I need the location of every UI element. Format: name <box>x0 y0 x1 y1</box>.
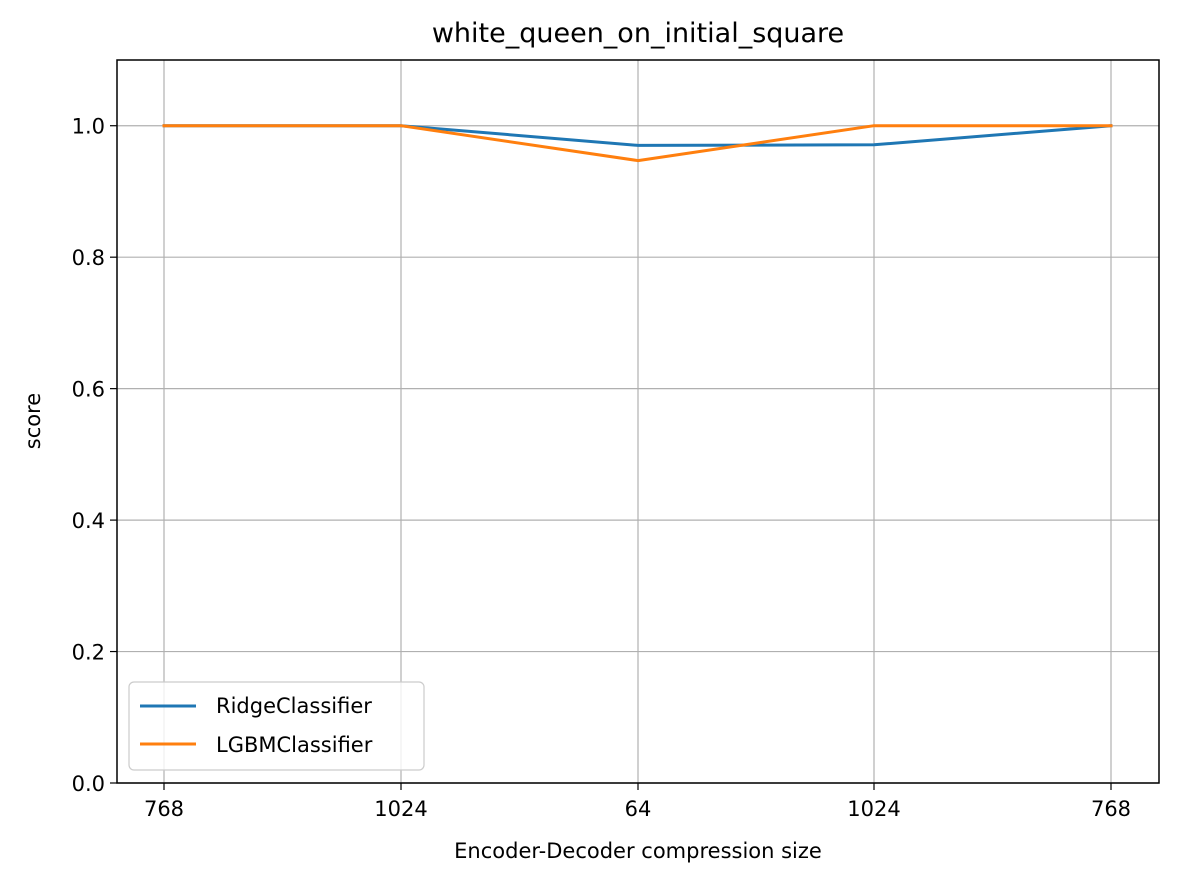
x-axis-label: Encoder-Decoder compression size <box>454 839 822 863</box>
y-tick-label: 0.2 <box>72 641 105 665</box>
chart-title: white_queen_on_initial_square <box>432 18 844 49</box>
y-tick-label: 0.0 <box>72 772 105 796</box>
y-tick-label: 0.6 <box>72 378 105 402</box>
axis-ticks: 768 1024 64 1024 768 0.0 0.2 0.4 0.6 0.8 1.0 <box>72 115 1131 821</box>
x-tick-label: 768 <box>144 797 184 821</box>
plot-lines <box>162 124 1113 163</box>
x-tick-label: 64 <box>625 797 652 821</box>
y-tick-label: 0.4 <box>72 509 105 533</box>
x-tick-label: 1024 <box>847 797 900 821</box>
legend: RidgeClassifier LGBMClassifier <box>128 681 425 771</box>
series-line-lgbmclassifier <box>162 124 1113 163</box>
legend-label-lgbmclassifier: LGBMClassifier <box>216 733 373 757</box>
x-tick-label: 768 <box>1091 797 1131 821</box>
legend-box <box>128 681 425 771</box>
y-tick-label: 1.0 <box>72 115 105 139</box>
y-tick-label: 0.8 <box>72 246 105 270</box>
x-tick-label: 1024 <box>374 797 427 821</box>
y-axis-label: score <box>21 393 45 449</box>
legend-label-ridgeclassifier: RidgeClassifier <box>216 694 372 718</box>
